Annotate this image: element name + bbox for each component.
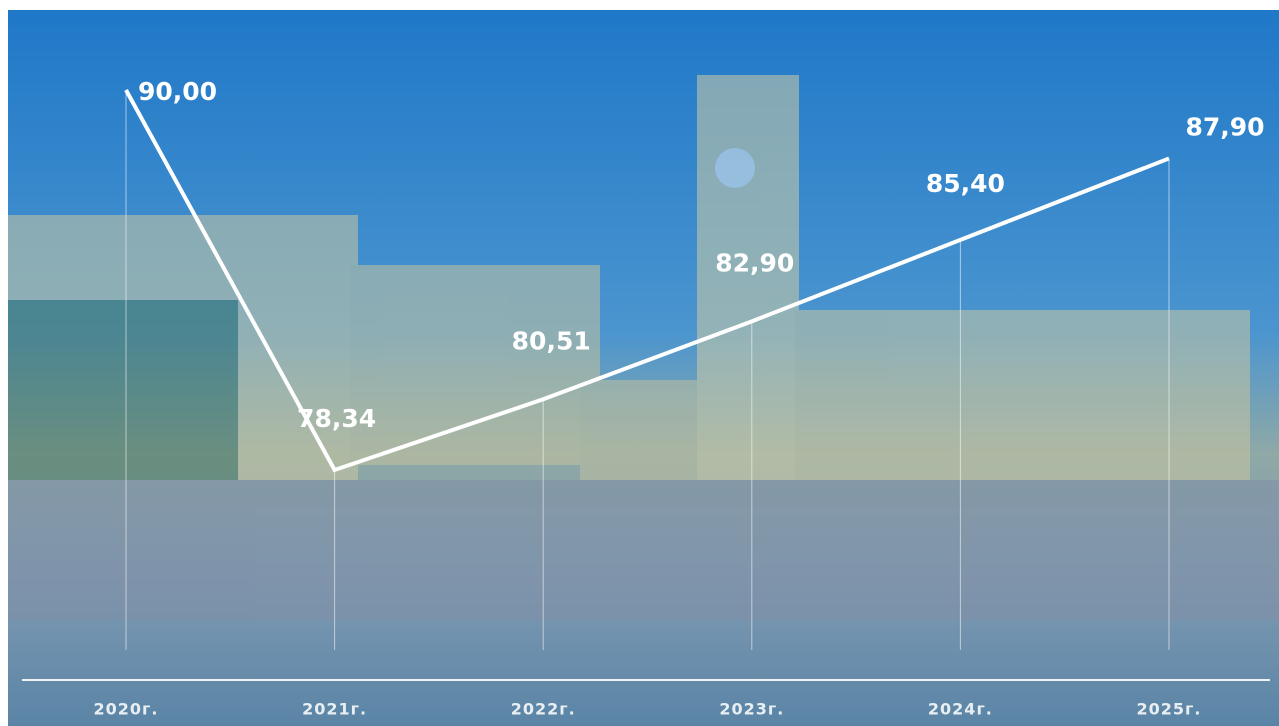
x-tick-label: 2025г. (1137, 700, 1202, 719)
value-label: 80,51 (512, 326, 591, 355)
x-tick-label: 2024г. (928, 700, 993, 719)
value-label: 87,90 (1185, 112, 1264, 141)
chart: 2020г. 2021г. 2022г. 2023г. 2024г. 2025г. 90,0… (0, 0, 1279, 726)
x-tick-label: 2023г. (719, 700, 784, 719)
x-tick-label: 2020г. (94, 700, 159, 719)
value-label: 78,34 (297, 404, 376, 433)
x-tick-label: 2022г. (511, 700, 576, 719)
value-label: 82,90 (715, 248, 794, 277)
value-label: 90,00 (138, 77, 217, 106)
x-tick-label: 2021г. (302, 700, 367, 719)
value-label: 85,40 (926, 169, 1005, 198)
